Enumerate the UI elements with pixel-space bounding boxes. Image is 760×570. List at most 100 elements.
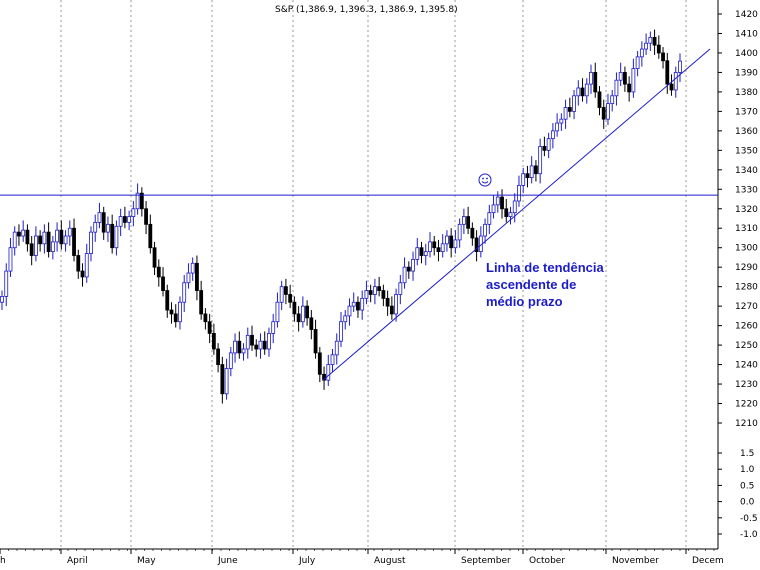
candle-body	[80, 270, 85, 278]
smiley-face-icon	[478, 173, 492, 187]
candle-body	[156, 266, 161, 278]
candle-body	[296, 313, 301, 323]
candle-body	[334, 340, 339, 356]
candle-body	[254, 344, 259, 350]
candle-body	[529, 165, 534, 179]
candle-body	[555, 122, 560, 132]
candle-body	[271, 321, 276, 334]
candle-body	[398, 282, 403, 295]
candle-body	[419, 247, 424, 256]
candle-body	[500, 196, 504, 210]
candle-body	[589, 72, 593, 85]
candle-body	[381, 290, 386, 299]
candle-body	[63, 235, 68, 245]
candle-body	[262, 340, 267, 350]
price-tick-label: 1420	[735, 10, 758, 20]
lower-tick-label: 0.0	[740, 498, 755, 508]
candle-body	[678, 60, 682, 73]
candle-body	[385, 297, 390, 307]
price-tick-label: 1400	[735, 49, 758, 59]
candle-body	[224, 368, 229, 395]
candle-body	[453, 239, 458, 249]
candle-body	[559, 118, 564, 124]
candle-body	[279, 286, 284, 303]
month-label: July	[298, 556, 316, 566]
candle-body	[220, 364, 225, 395]
candle-body	[457, 223, 462, 241]
price-tick-label: 1330	[735, 185, 758, 195]
candle-body	[42, 231, 47, 245]
candle-body	[576, 87, 581, 97]
candle-body	[538, 146, 543, 175]
candle-body	[669, 83, 674, 91]
candle-body	[29, 243, 34, 256]
month-label: August	[374, 556, 406, 566]
candle-body	[38, 235, 43, 245]
candle-body	[631, 68, 636, 93]
candle-body	[241, 348, 246, 354]
annotation-line: ascendente de	[486, 277, 576, 292]
candle-body	[627, 83, 632, 93]
candle-body	[25, 229, 30, 245]
candle-body	[461, 216, 466, 225]
smiley-eye	[486, 177, 488, 180]
candle-body	[593, 72, 598, 93]
price-tick-label: 1290	[735, 263, 758, 273]
candle-body	[372, 286, 377, 295]
time-axis: h April May June July August September October N…	[0, 549, 724, 566]
candle-body	[17, 231, 21, 237]
candle-body	[644, 42, 648, 50]
chart-grid	[0, 0, 719, 550]
candle-body	[84, 253, 89, 278]
candle-body	[343, 315, 348, 323]
candle-body	[148, 223, 153, 249]
candle-body	[118, 216, 123, 227]
candle-body	[59, 229, 64, 245]
candle-body	[317, 352, 322, 375]
trendline	[322, 48, 711, 381]
candle-body	[216, 348, 221, 365]
candle-body	[546, 138, 551, 151]
price-axis: 1210 1220 1230 1240 1250 1260 1270 1280 1290 1300…	[718, 10, 758, 429]
candle-body	[233, 340, 237, 354]
lower-tick-label: 0.5	[740, 481, 754, 491]
price-tick-label: 1410	[735, 29, 758, 39]
candle-body	[415, 247, 420, 260]
candle-body	[292, 301, 297, 315]
month-label: September	[461, 556, 511, 566]
smiley-outline	[478, 173, 492, 187]
candle-body	[245, 334, 250, 350]
candle-body	[610, 95, 615, 104]
candle-body	[584, 83, 589, 97]
candle-body	[436, 247, 441, 253]
candle-body	[572, 95, 576, 112]
price-tick-label: 1380	[735, 88, 758, 98]
candle-body	[161, 276, 165, 291]
lower-tick-label: -1.0	[740, 530, 758, 540]
smiley-mouth	[481, 181, 489, 184]
candle-body	[313, 329, 318, 354]
price-tick-label: 1340	[735, 166, 758, 176]
price-tick-label: 1240	[735, 361, 758, 371]
chart-title: S&P (1,386.9, 1,396.3, 1,386.9, 1,395.8)	[275, 5, 458, 15]
candle-body	[652, 36, 657, 46]
lower-axis: 1.5 1.0 0.5 0.0 -0.5 -1.0	[718, 449, 758, 540]
candle-body	[127, 216, 132, 223]
candle-body	[449, 235, 454, 249]
candle-body	[534, 165, 538, 175]
month-label: h	[0, 556, 6, 566]
candle-body	[93, 221, 98, 233]
smiley-eye	[482, 177, 484, 180]
candle-body	[195, 262, 199, 291]
candle-body	[639, 48, 644, 58]
candle-body	[432, 241, 437, 249]
candle-body	[567, 107, 572, 112]
price-tick-label: 1210	[735, 419, 758, 429]
candle-body	[351, 301, 356, 307]
candle-body	[322, 373, 326, 381]
annotation-line: médio prazo	[486, 294, 563, 309]
candle-body	[347, 305, 352, 317]
candle-body	[673, 72, 678, 91]
lower-tick-label: 1.5	[740, 449, 754, 459]
month-label: October	[529, 556, 565, 566]
